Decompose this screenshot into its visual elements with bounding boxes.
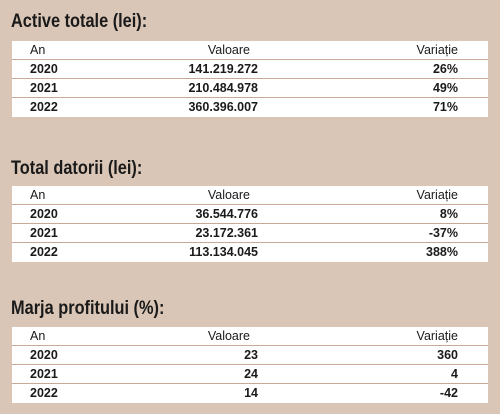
data-table: An Valoare Variație 2020 36.544.776 8% 2… <box>12 186 488 262</box>
cell-variation: 388% <box>426 245 458 259</box>
table-row: 2021 24 4 <box>12 365 488 384</box>
cell-year: 2022 <box>30 100 58 114</box>
table-header-row: An Valoare Variație <box>12 186 488 205</box>
cell-value: 24 <box>244 367 258 381</box>
column-header-year: An <box>30 188 46 202</box>
cell-year: 2021 <box>30 81 58 95</box>
cell-value: 23 <box>244 348 258 362</box>
column-header-variation: Variație <box>416 43 458 57</box>
table-header-row: An Valoare Variație <box>12 327 488 346</box>
table-row: 2020 36.544.776 8% <box>12 205 488 224</box>
table-row: 2022 360.396.007 71% <box>12 98 488 117</box>
table-row: 2021 210.484.978 49% <box>12 79 488 98</box>
cell-variation: 71% <box>432 100 458 114</box>
section-title: Marja profitului (%): <box>11 298 165 319</box>
table-row: 2020 23 360 <box>12 346 488 365</box>
cell-variation: -42 <box>439 386 458 400</box>
cell-variation: 26% <box>432 62 458 76</box>
cell-value: 36.544.776 <box>195 207 258 221</box>
cell-year: 2020 <box>30 348 58 362</box>
column-header-year: An <box>30 329 46 343</box>
table-header-row: An Valoare Variație <box>12 41 488 60</box>
cell-value: 113.134.045 <box>189 245 258 259</box>
column-header-variation: Variație <box>416 329 458 343</box>
column-header-value: Valoare <box>207 329 250 343</box>
cell-value: 141.219.272 <box>188 62 258 76</box>
cell-year: 2020 <box>30 62 58 76</box>
table-row: 2020 141.219.272 26% <box>12 60 488 79</box>
column-header-value: Valoare <box>207 43 250 57</box>
cell-year: 2021 <box>30 367 58 381</box>
table-row: 2021 23.172.361 -37% <box>12 224 488 243</box>
cell-value: 210.484.978 <box>188 81 258 95</box>
cell-variation: 4 <box>451 367 458 381</box>
cell-variation: -37% <box>428 226 458 240</box>
column-header-year: An <box>30 43 46 57</box>
cell-value: 360.396.007 <box>188 100 258 114</box>
cell-year: 2022 <box>30 245 58 259</box>
table-row: 2022 14 -42 <box>12 384 488 403</box>
column-header-value: Valoare <box>207 188 250 202</box>
cell-value: 14 <box>244 386 258 400</box>
data-table: An Valoare Variație 2020 141.219.272 26%… <box>12 41 488 117</box>
cell-year: 2021 <box>30 226 58 240</box>
cell-variation: 360 <box>437 348 458 362</box>
section-title: Active totale (lei): <box>11 11 148 32</box>
section-title: Total datorii (lei): <box>11 158 143 179</box>
cell-variation: 8% <box>439 207 458 221</box>
cell-year: 2022 <box>30 386 58 400</box>
table-row: 2022 113.134.045 388% <box>12 243 488 262</box>
cell-variation: 49% <box>432 81 458 95</box>
column-header-variation: Variație <box>416 188 458 202</box>
data-table: An Valoare Variație 2020 23 360 2021 24 … <box>12 327 488 403</box>
cell-value: 23.172.361 <box>195 226 258 240</box>
cell-year: 2020 <box>30 207 58 221</box>
